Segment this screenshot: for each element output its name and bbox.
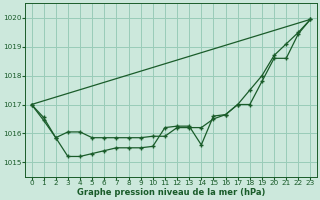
X-axis label: Graphe pression niveau de la mer (hPa): Graphe pression niveau de la mer (hPa) (77, 188, 265, 197)
